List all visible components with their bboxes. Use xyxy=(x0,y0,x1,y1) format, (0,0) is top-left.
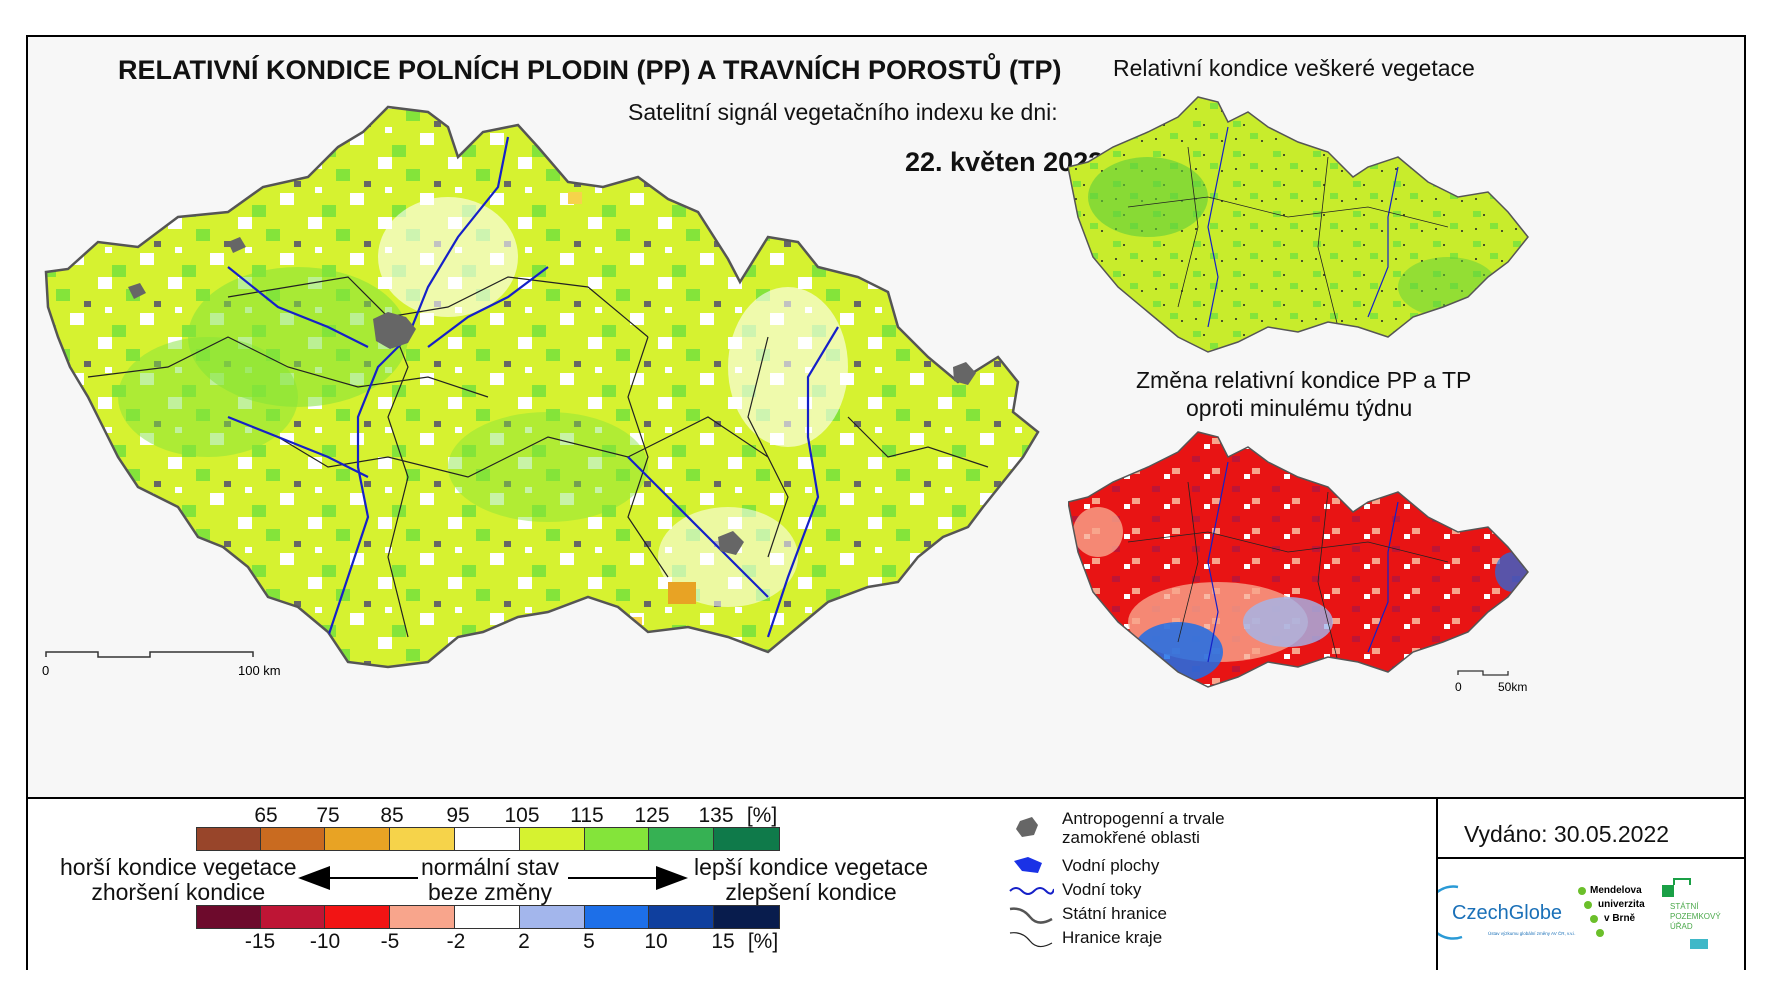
condition-swatch xyxy=(197,828,261,850)
czechglobe-arc-icon xyxy=(1438,885,1463,940)
better-line-1: lepší kondice vegetace xyxy=(694,854,928,880)
condition-tick: 135 xyxy=(698,804,734,827)
condition-swatch xyxy=(261,828,325,850)
urban-line-1: Antropogenní a trvale xyxy=(1062,809,1225,828)
region-border-label: Hranice kraje xyxy=(1062,928,1163,947)
logos: CzechGlobe Ústav výzkumu globální změny … xyxy=(1438,857,1744,972)
condition-tick: 115 xyxy=(570,804,604,827)
condition-swatch xyxy=(455,828,520,850)
condition-swatch xyxy=(325,828,390,850)
worse-line-2: zhoršení kondice xyxy=(91,879,266,905)
change-tick: -5 xyxy=(380,930,400,953)
condition-tick: 125 xyxy=(634,804,670,827)
condition-unit: [%] xyxy=(746,804,778,827)
change-swatch xyxy=(261,906,325,928)
inset-bottom-title-1: Změna relativní kondice PP a TP xyxy=(1136,367,1472,393)
worse-label: horší kondice vegetace zhoršení kondice xyxy=(60,855,297,905)
czechglobe-logo: CzechGlobe xyxy=(1452,902,1562,924)
condition-tick: 85 xyxy=(380,804,404,827)
legend-divider xyxy=(1436,799,1438,970)
subtitle: Satelitní signál vegetačního indexu ke d… xyxy=(628,99,1058,125)
worse-line-1: horší kondice vegetace xyxy=(60,854,297,880)
legend-water-areas: Vodní plochy xyxy=(1008,853,1159,879)
change-tick: 2 xyxy=(518,930,530,953)
inset-top-title: Relativní kondice veškeré vegetace xyxy=(1113,55,1475,81)
region-border-icon xyxy=(1009,932,1053,948)
mendel-logo-2: univerzita xyxy=(1598,899,1645,910)
mendel-logo-3: v Brně xyxy=(1604,913,1636,924)
change-swatch xyxy=(714,906,779,928)
normal-line-1: normální stav xyxy=(421,854,560,880)
mendel-logo-1: Mendelova xyxy=(1590,885,1642,896)
change-colorbar xyxy=(196,905,780,929)
partner-logos: CzechGlobe Ústav výzkumu globální změny … xyxy=(1438,878,1721,949)
czechglobe-subtitle: Ústav výzkumu globální změny AV ČR, v.v.… xyxy=(1488,930,1576,936)
map-area: RELATIVNÍ KONDICE POLNÍCH PLODIN (PP) A … xyxy=(28,37,1744,797)
change-unit: [%] xyxy=(747,930,779,953)
legend-urban: Antropogenní a trvale zamokřené oblasti xyxy=(1008,809,1225,847)
condition-colorbar xyxy=(196,827,780,851)
change-swatch xyxy=(390,906,455,928)
change-tick: 10 xyxy=(644,930,668,953)
spu-logo-2: POZEMKOVÝ xyxy=(1670,912,1721,921)
water-area-icon xyxy=(1014,857,1042,873)
condition-tick: 105 xyxy=(504,804,540,827)
inset-scalebar: 0 50km xyxy=(1455,670,1527,694)
change-swatch xyxy=(520,906,585,928)
change-tick: 5 xyxy=(583,930,595,953)
condition-swatch xyxy=(649,828,714,850)
change-tick: -2 xyxy=(446,930,466,953)
arrow-right-icon xyxy=(568,866,688,890)
inset-scalebar-start: 0 xyxy=(1455,680,1462,694)
condition-swatch xyxy=(520,828,585,850)
change-swatch xyxy=(455,906,520,928)
condition-tick: 75 xyxy=(316,804,340,827)
condition-swatch xyxy=(714,828,779,850)
change-ticks: -15 -10 -5 -2 2 5 10 15 [%] xyxy=(28,930,828,954)
legend-water-streams: Vodní toky xyxy=(1008,877,1141,903)
urban-area-icon xyxy=(1016,817,1038,837)
state-border-label: Státní hranice xyxy=(1062,904,1167,923)
inset-bottom-title-2: oproti minulému týdnu xyxy=(1186,395,1413,421)
arrow-left-icon xyxy=(298,866,418,890)
figure-frame: RELATIVNÍ KONDICE POLNÍCH PLODIN (PP) A … xyxy=(26,35,1746,970)
river-icon xyxy=(1009,887,1054,895)
legend-area: 65 75 85 95 105 115 125 135 [%] horší ko… xyxy=(28,797,1744,970)
main-map: 0 100 km xyxy=(42,105,1040,678)
condition-tick: 95 xyxy=(446,804,470,827)
water-streams-label: Vodní toky xyxy=(1062,880,1142,899)
condition-tick: 65 xyxy=(254,804,278,827)
condition-swatch xyxy=(585,828,649,850)
better-line-2: zlepšení kondice xyxy=(725,879,897,905)
state-border-icon xyxy=(1009,907,1053,924)
condition-swatch xyxy=(390,828,455,850)
inset-bottom-map xyxy=(1068,431,1529,688)
normal-label: normální stav beze změny xyxy=(421,855,559,905)
change-tick: 15 xyxy=(711,930,735,953)
legend-region-border: Hranice kraje xyxy=(1008,925,1162,951)
change-swatch xyxy=(649,906,714,928)
urban-line-2: zamokřené oblasti xyxy=(1062,828,1200,847)
main-title: RELATIVNÍ KONDICE POLNÍCH PLODIN (PP) A … xyxy=(118,55,1062,85)
scalebar-end: 100 km xyxy=(238,663,281,678)
spu-logo-1: STÁTNÍ xyxy=(1670,902,1699,911)
inset-scalebar-end: 50km xyxy=(1498,680,1527,694)
change-tick: -15 xyxy=(244,930,276,953)
inset-top-map xyxy=(1068,96,1529,353)
change-swatch xyxy=(197,906,261,928)
scalebar-start: 0 xyxy=(42,663,49,678)
change-tick: -10 xyxy=(309,930,341,953)
change-swatch xyxy=(325,906,390,928)
change-swatch xyxy=(585,906,649,928)
normal-line-2: beze změny xyxy=(428,879,553,905)
better-label: lepší kondice vegetace zlepšení kondice xyxy=(694,855,928,905)
condition-ticks: 65 75 85 95 105 115 125 135 [%] xyxy=(28,804,828,828)
spu-logo-3: ÚŘAD xyxy=(1670,922,1693,931)
legend-state-border: Státní hranice xyxy=(1008,901,1167,927)
water-areas-label: Vodní plochy xyxy=(1062,856,1160,875)
issued-date: Vydáno: 30.05.2022 xyxy=(1464,821,1670,847)
